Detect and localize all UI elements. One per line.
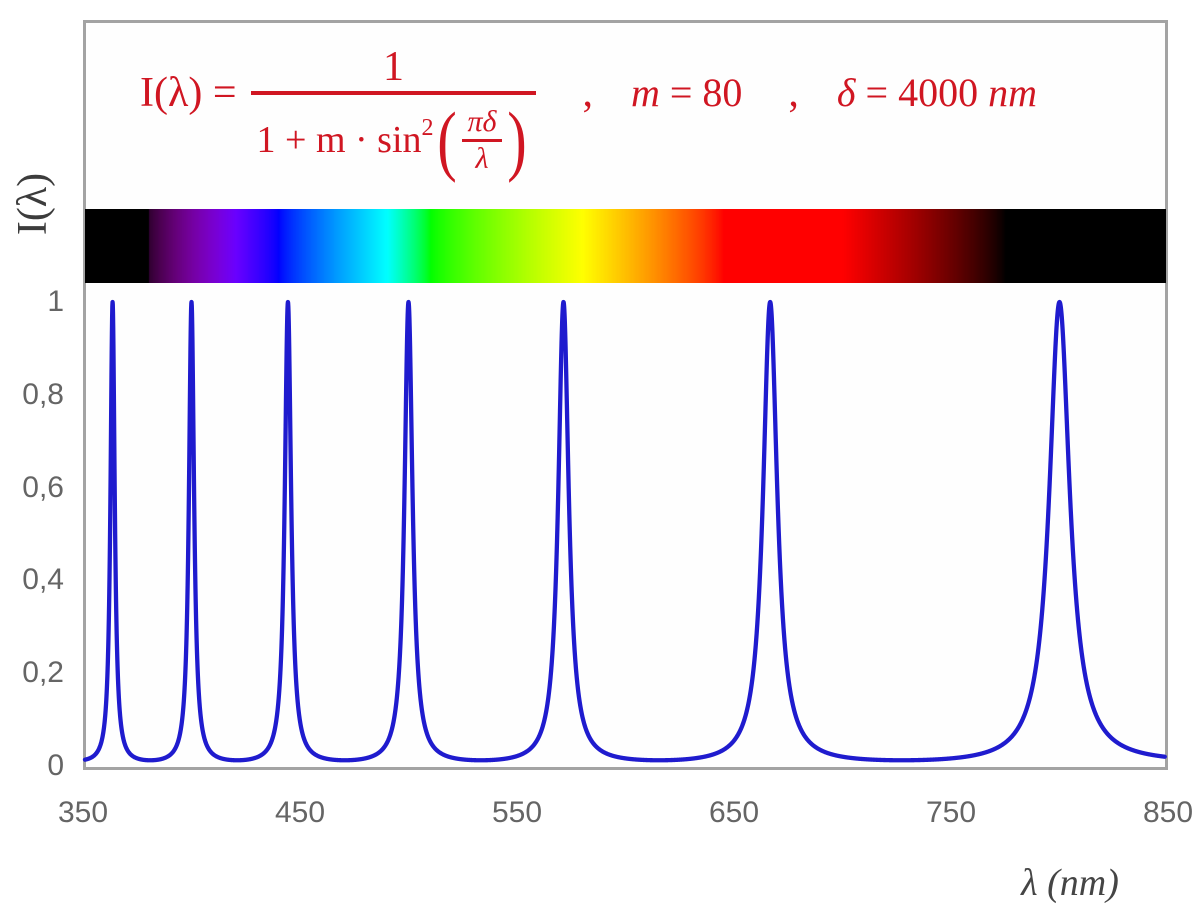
x-tick-label: 650: [708, 796, 760, 829]
comma-separator: ,: [582, 70, 593, 116]
fraction-numerator: 1: [250, 39, 537, 95]
x-tick-label: 450: [274, 796, 326, 829]
denominator-text: 1 + m · sin: [256, 119, 422, 161]
inner-fraction: πδ λ: [461, 105, 503, 176]
y-axis-title: I(λ): [10, 172, 56, 236]
formula-fraction: 1 1 + m · sin 2 ( πδ λ ): [250, 39, 537, 185]
x-tick-label: 550: [491, 796, 543, 829]
fraction-denominator: 1 + m · sin 2 ( πδ λ ): [251, 95, 537, 185]
x-tick-label: 750: [925, 796, 977, 829]
parameter-delta: δ = 4000 nm: [836, 70, 1037, 115]
comma-separator-2: ,: [788, 70, 799, 116]
x-tick-label: 350: [57, 796, 109, 829]
inner-numerator: πδ: [461, 105, 503, 142]
y-tick-label: 0,4: [22, 563, 64, 597]
open-paren: (: [436, 96, 457, 183]
x-axis-title: λ (nm): [1021, 862, 1119, 904]
y-tick-label: 0: [47, 749, 64, 782]
x-tick-label: 850: [1142, 796, 1194, 829]
inner-denominator: λ: [475, 141, 489, 175]
visible-spectrum-bar: [85, 209, 1166, 283]
close-paren: ): [507, 96, 528, 183]
y-tick-label: 0,6: [22, 470, 64, 504]
formula-lhs: I(λ) =: [140, 70, 237, 116]
parameter-m: m = 80: [630, 70, 743, 115]
y-tick-label: 0,2: [22, 656, 64, 690]
sin-exponent: 2: [421, 114, 434, 141]
y-tick-label: 1: [47, 285, 64, 318]
y-tick-label: 0,8: [22, 377, 64, 411]
formula-title: I(λ) = 1 1 + m · sin 2 ( πδ λ ) , m = 80 …: [140, 20, 1037, 179]
